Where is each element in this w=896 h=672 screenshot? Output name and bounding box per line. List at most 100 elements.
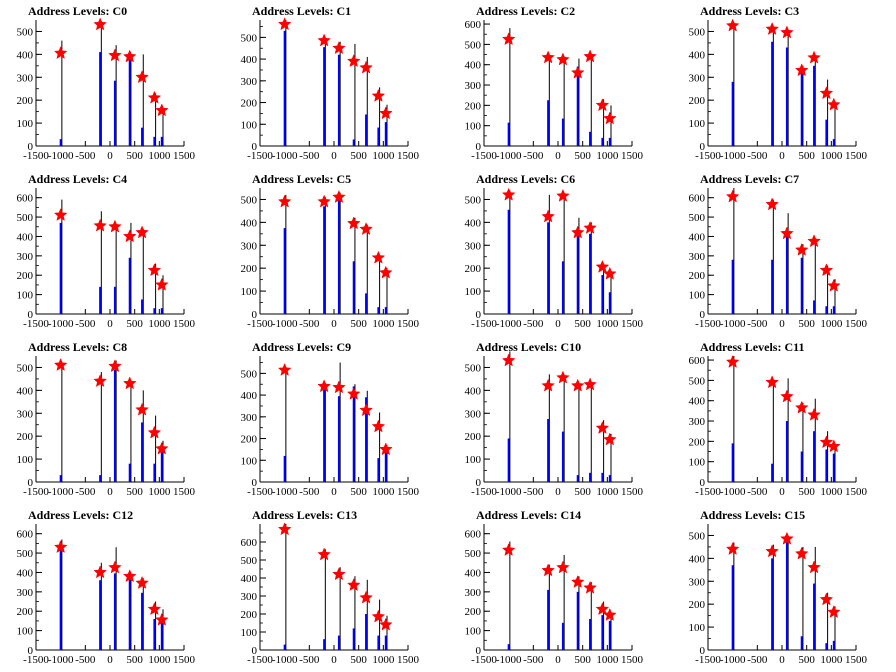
x-tick-label: 0 (331, 318, 337, 330)
star-marker (541, 563, 555, 577)
y-tick-label: 100 (17, 290, 34, 302)
histogram-bar (576, 66, 579, 146)
y-tick-label: 0 (700, 141, 706, 153)
star-marker (93, 374, 107, 387)
y-tick-label: 300 (241, 240, 258, 252)
x-tick-label: -500 (523, 318, 544, 330)
x-tick-label: -500 (747, 486, 768, 498)
star-marker (827, 97, 841, 111)
y-tick-label: 100 (465, 626, 482, 638)
star-marker (603, 607, 617, 621)
x-tick-label: 1500 (621, 318, 644, 330)
y-tick-label: 400 (689, 553, 706, 565)
star-marker (135, 575, 149, 589)
histogram-bar (832, 139, 835, 146)
histogram-bar (283, 30, 286, 146)
histogram-bar (59, 222, 62, 314)
histogram-bar (377, 307, 380, 314)
star-marker (541, 50, 555, 64)
y-tick-label: 200 (241, 263, 258, 275)
histogram-bar (825, 119, 828, 146)
y-tick-label: 200 (17, 95, 34, 107)
histogram-bar (153, 618, 156, 650)
x-tick-label: 1000 (148, 654, 171, 666)
star-marker (346, 386, 361, 400)
histogram-bar (153, 308, 156, 314)
histogram-bar (141, 299, 144, 314)
x-tick-label: 1500 (845, 150, 868, 162)
star-marker (501, 353, 516, 367)
x-tick-label: -500 (747, 150, 768, 162)
y-tick-label: 0 (476, 477, 482, 489)
y-tick-label: 100 (689, 622, 706, 634)
histogram-bar (800, 257, 803, 314)
histogram-bar (323, 206, 326, 314)
y-tick-label: 400 (241, 217, 258, 229)
x-tick-label: 0 (555, 150, 561, 162)
star-marker (807, 50, 821, 64)
x-tick-label: 0 (107, 486, 113, 498)
x-tick-label: -1500 (695, 318, 721, 330)
star-marker (135, 70, 149, 84)
histogram-bar (813, 300, 816, 314)
y-tick-label: 100 (689, 118, 706, 130)
star-marker (93, 17, 107, 31)
histogram-bar (377, 127, 380, 146)
histogram-bar (141, 422, 144, 482)
x-tick-label: 0 (331, 150, 337, 162)
star-marker (359, 60, 373, 74)
x-tick-label: 0 (555, 486, 561, 498)
x-tick-label: -500 (299, 318, 320, 330)
histogram-bar (337, 396, 340, 482)
star-marker (765, 375, 779, 389)
x-tick-label: 0 (779, 318, 785, 330)
histogram-bar (547, 589, 550, 650)
x-tick-label: 1500 (397, 654, 420, 666)
y-tick-label: 0 (28, 141, 34, 153)
histogram-bar (365, 114, 368, 146)
x-tick-label: -1000 (272, 150, 298, 162)
x-tick-label: 1000 (596, 654, 619, 666)
panel-title: Address Levels: C10 (476, 340, 581, 354)
x-tick-label: 500 (574, 654, 591, 666)
y-tick-label: 200 (465, 100, 482, 112)
x-tick-label: 500 (574, 318, 591, 330)
y-tick-label: 600 (465, 19, 482, 31)
y-tick-label: 100 (241, 286, 258, 298)
y-tick-label: 200 (689, 436, 706, 448)
x-tick-label: 1500 (397, 318, 420, 330)
star-marker (155, 612, 169, 626)
y-tick-label: 0 (700, 477, 706, 489)
histogram-bar (576, 236, 579, 314)
x-tick-label: 1500 (845, 486, 868, 498)
x-tick-label: -1500 (695, 150, 721, 162)
histogram-bar (813, 65, 816, 146)
histogram-bar (283, 455, 286, 482)
histogram-bar (608, 137, 611, 146)
histogram-bar (561, 622, 564, 650)
histogram-bar (800, 71, 803, 146)
y-tick-label: 0 (252, 141, 258, 153)
y-tick-label: 400 (465, 217, 482, 229)
histogram-bar (608, 292, 611, 314)
histogram-panel: Address Levels: C21002003004005006000-15… (465, 4, 644, 162)
x-tick-label: 1000 (820, 318, 843, 330)
x-tick-label: -1000 (496, 150, 522, 162)
histogram-panel: Address Levels: C121002003004005006000-1… (17, 508, 196, 666)
star-marker (765, 197, 779, 211)
star-marker (332, 567, 346, 581)
star-marker (827, 605, 841, 618)
x-tick-label: 0 (555, 318, 561, 330)
y-tick-label: 300 (465, 240, 482, 252)
histogram-panel: Address Levels: C61002003004005000-1500-… (465, 172, 644, 330)
star-marker (765, 22, 779, 35)
x-tick-label: 500 (798, 150, 815, 162)
star-marker (155, 441, 169, 455)
y-tick-label: 0 (28, 645, 34, 657)
y-tick-label: 500 (17, 26, 34, 38)
star-marker (53, 358, 68, 371)
x-tick-label: -1500 (23, 318, 49, 330)
y-tick-label: 400 (689, 49, 706, 61)
y-tick-label: 200 (241, 609, 258, 621)
x-tick-label: -1500 (247, 654, 273, 666)
